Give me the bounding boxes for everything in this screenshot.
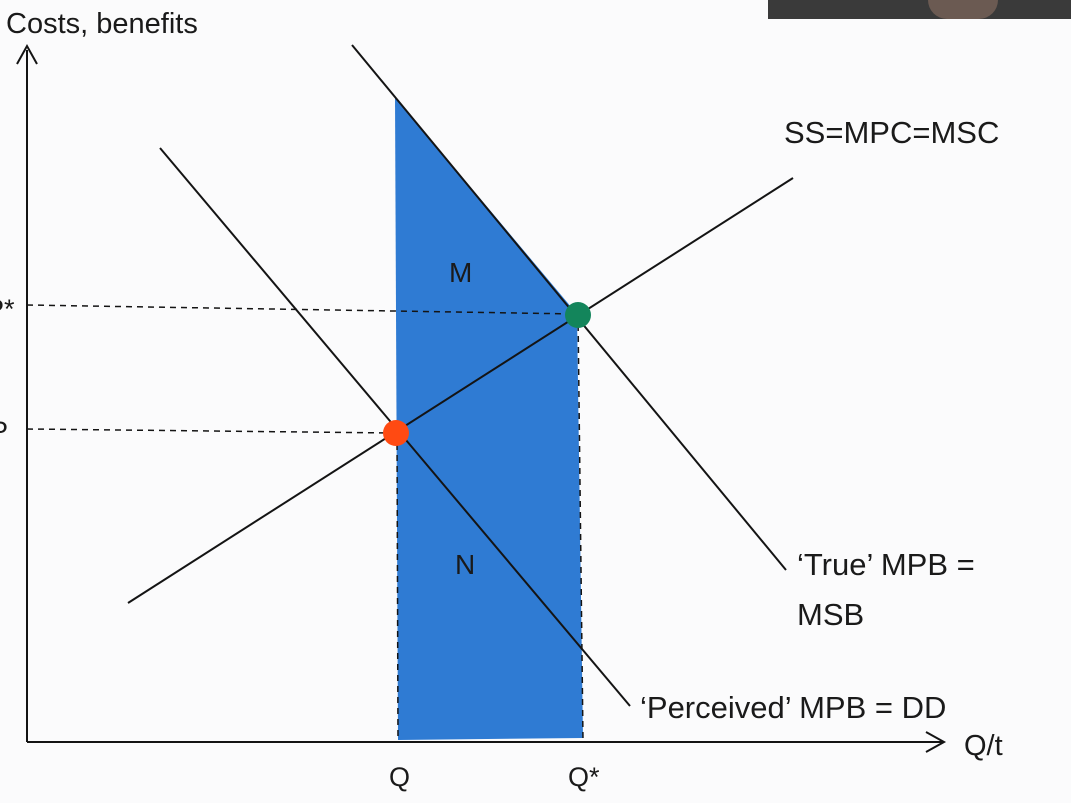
area-n-label: N bbox=[455, 549, 475, 580]
p-guide bbox=[26, 428, 397, 434]
p-star-guide bbox=[26, 304, 578, 315]
q-star-guide bbox=[577, 313, 584, 741]
x-tick-q: Q bbox=[389, 762, 410, 792]
efficient-equilibrium-dot bbox=[565, 302, 591, 328]
true-mpb-label-line1: ‘True’ MPB = bbox=[797, 547, 975, 582]
supply-curve bbox=[127, 177, 794, 604]
webcam-thumbnail bbox=[768, 0, 1071, 19]
area-m-label: M bbox=[449, 257, 472, 288]
y-axis-title: Costs, benefits bbox=[6, 8, 198, 40]
supply-curve-label: SS=MPC=MSC bbox=[784, 115, 999, 150]
y-axis-arrow-icon bbox=[16, 43, 38, 65]
market-equilibrium-dot bbox=[383, 420, 409, 446]
x-tick-q-star: Q* bbox=[568, 762, 600, 792]
y-tick-p-star: P* bbox=[0, 294, 15, 324]
true-mpb-label-line2: MSB bbox=[797, 597, 864, 632]
y-tick-p: P bbox=[0, 416, 8, 446]
x-axis-arrow-icon bbox=[925, 731, 947, 753]
perceived-mpb-label: ‘Perceived’ MPB = DD bbox=[640, 690, 946, 725]
webcam-face bbox=[928, 0, 998, 19]
x-axis-title: Q/t bbox=[964, 730, 1003, 762]
shaded-welfare-area bbox=[395, 97, 583, 740]
q-guide bbox=[396, 432, 399, 741]
